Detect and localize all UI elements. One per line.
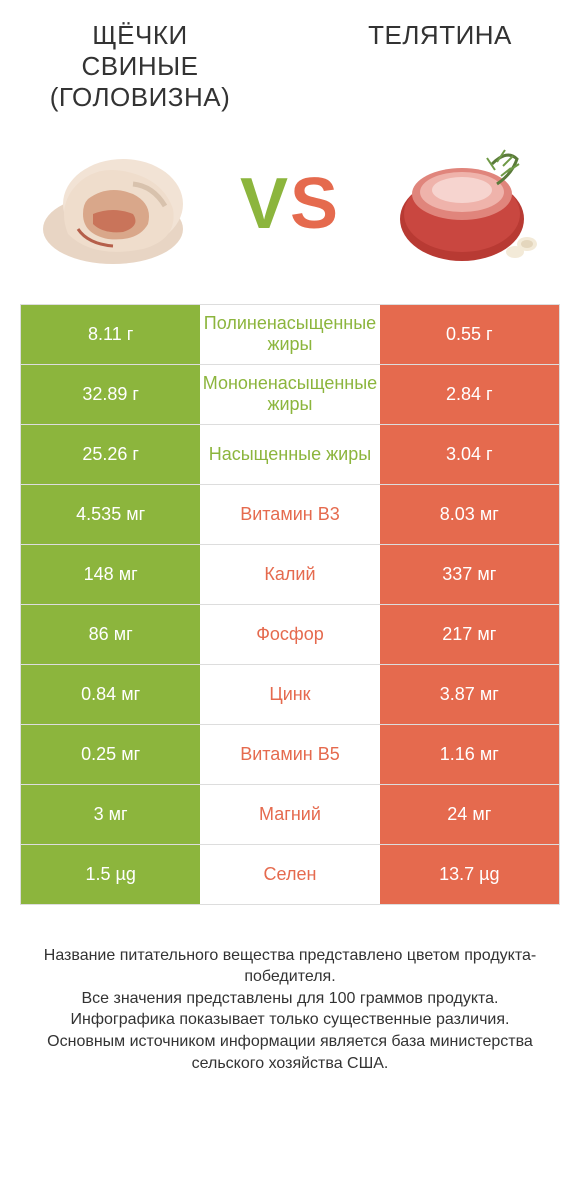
cell-nutrient-label: Цинк bbox=[200, 665, 379, 724]
cell-left-value: 8.11 г bbox=[21, 305, 200, 364]
title-left: ЩЁЧКИ СВИНЫЕ (ГОЛОВИЗНА) bbox=[30, 20, 250, 114]
footer-notes: Название питательного вещества представл… bbox=[0, 905, 580, 1095]
cell-left-value: 86 мг bbox=[21, 605, 200, 664]
vs-v: V bbox=[240, 163, 290, 245]
cell-left-value: 0.84 мг bbox=[21, 665, 200, 724]
cell-nutrient-label: Селен bbox=[200, 845, 379, 904]
product-image-left bbox=[33, 134, 203, 274]
cell-right-value: 1.16 мг bbox=[380, 725, 559, 784]
table-row: 0.25 мгВитамин B51.16 мг bbox=[21, 725, 559, 785]
hero-row: VS bbox=[0, 124, 580, 304]
cell-left-value: 4.535 мг bbox=[21, 485, 200, 544]
cell-nutrient-label: Мононенасыщенные жиры bbox=[200, 365, 379, 424]
cell-nutrient-label: Калий bbox=[200, 545, 379, 604]
cell-nutrient-label: Фосфор bbox=[200, 605, 379, 664]
infographic: ЩЁЧКИ СВИНЫЕ (ГОЛОВИЗНА) ТЕЛЯТИНА VS bbox=[0, 0, 580, 1094]
table-row: 3 мгМагний24 мг bbox=[21, 785, 559, 845]
cell-left-value: 32.89 г bbox=[21, 365, 200, 424]
cell-right-value: 0.55 г bbox=[380, 305, 559, 364]
comparison-table: 8.11 гПолиненасыщенные жиры0.55 г32.89 г… bbox=[20, 304, 560, 905]
cell-right-value: 13.7 µg bbox=[380, 845, 559, 904]
cell-left-value: 0.25 мг bbox=[21, 725, 200, 784]
cell-right-value: 217 мг bbox=[380, 605, 559, 664]
table-row: 4.535 мгВитамин B38.03 мг bbox=[21, 485, 559, 545]
footer-line-2: Все значения представлены для 100 граммо… bbox=[30, 988, 550, 1010]
table-row: 1.5 µgСелен13.7 µg bbox=[21, 845, 559, 905]
table-row: 0.84 мгЦинк3.87 мг bbox=[21, 665, 559, 725]
table-row: 32.89 гМононенасыщенные жиры2.84 г bbox=[21, 365, 559, 425]
table-row: 86 мгФосфор217 мг bbox=[21, 605, 559, 665]
title-right: ТЕЛЯТИНА bbox=[330, 20, 550, 114]
cell-right-value: 2.84 г bbox=[380, 365, 559, 424]
cell-right-value: 3.04 г bbox=[380, 425, 559, 484]
cell-nutrient-label: Насыщенные жиры bbox=[200, 425, 379, 484]
footer-line-4: Основным источником информации является … bbox=[30, 1031, 550, 1074]
cell-left-value: 3 мг bbox=[21, 785, 200, 844]
product-image-right bbox=[377, 134, 547, 274]
titles-row: ЩЁЧКИ СВИНЫЕ (ГОЛОВИЗНА) ТЕЛЯТИНА bbox=[0, 0, 580, 124]
cell-nutrient-label: Витамин B3 bbox=[200, 485, 379, 544]
vs-s: S bbox=[290, 163, 340, 245]
cell-nutrient-label: Витамин B5 bbox=[200, 725, 379, 784]
cell-nutrient-label: Магний bbox=[200, 785, 379, 844]
table-row: 148 мгКалий337 мг bbox=[21, 545, 559, 605]
cell-right-value: 337 мг bbox=[380, 545, 559, 604]
table-row: 25.26 гНасыщенные жиры3.04 г bbox=[21, 425, 559, 485]
cell-left-value: 148 мг bbox=[21, 545, 200, 604]
footer-line-1: Название питательного вещества представл… bbox=[30, 945, 550, 988]
cell-right-value: 8.03 мг bbox=[380, 485, 559, 544]
vs-label: VS bbox=[240, 163, 340, 245]
footer-line-3: Инфографика показывает только существенн… bbox=[30, 1009, 550, 1031]
cell-nutrient-label: Полиненасыщенные жиры bbox=[200, 305, 379, 364]
table-row: 8.11 гПолиненасыщенные жиры0.55 г bbox=[21, 305, 559, 365]
cell-right-value: 3.87 мг bbox=[380, 665, 559, 724]
cell-left-value: 1.5 µg bbox=[21, 845, 200, 904]
cell-left-value: 25.26 г bbox=[21, 425, 200, 484]
cell-right-value: 24 мг bbox=[380, 785, 559, 844]
